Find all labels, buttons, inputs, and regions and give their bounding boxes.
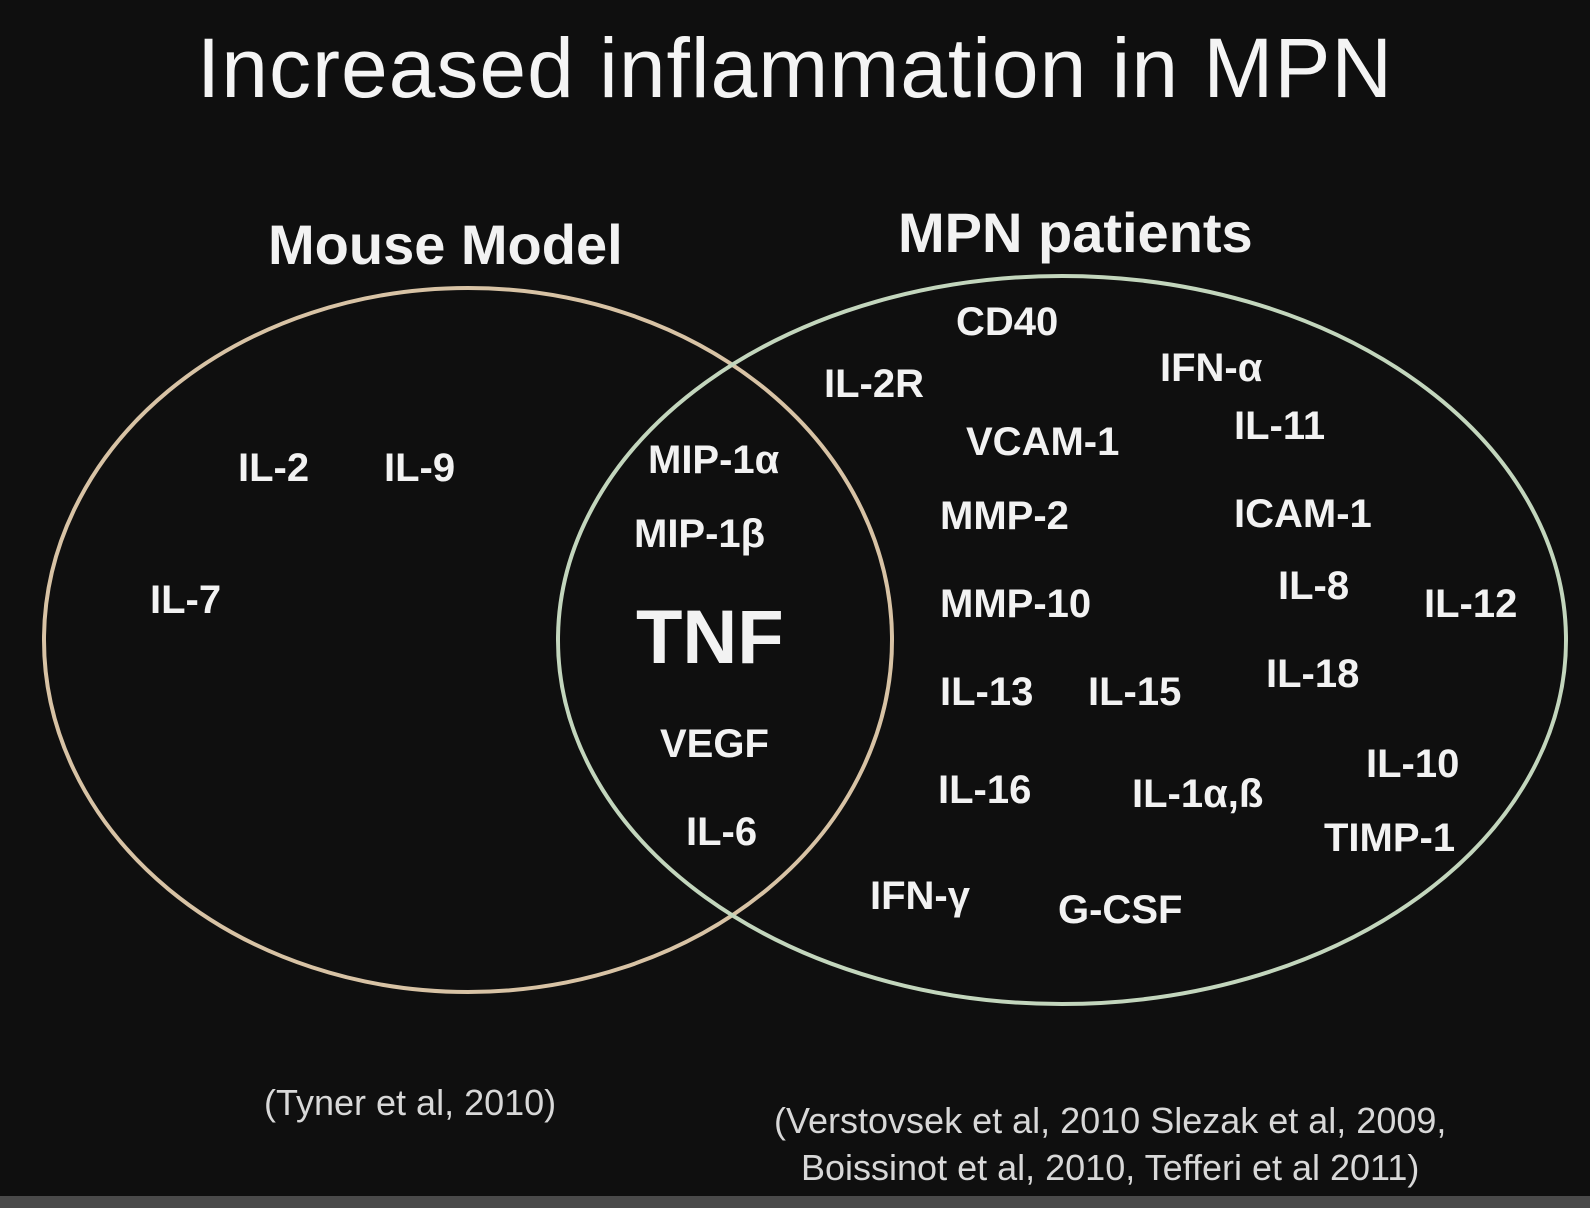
term-ifn-alpha: IFN-α [1160, 346, 1263, 390]
term-il-2r: IL-2R [824, 362, 924, 406]
term-il-12: IL-12 [1424, 582, 1518, 626]
term-il-15: IL-15 [1088, 670, 1182, 714]
term-g-csf: G-CSF [1058, 888, 1183, 932]
term-il-13: IL-13 [940, 670, 1034, 714]
term-icam-1: ICAM-1 [1234, 492, 1372, 536]
citation-patients-line-1: (Verstovsek et al, 2010 Slezak et al, 20… [774, 1100, 1447, 1141]
citation-patients-line-2: Boissinot et al, 2010, Tefferi et al 201… [801, 1146, 1420, 1188]
term-il-1a-b: IL-1α,ß [1132, 772, 1264, 816]
term-vegf: VEGF [660, 722, 769, 766]
bottom-bar [0, 1196, 1590, 1208]
term-mmp-2: MMP-2 [940, 494, 1069, 538]
term-il-16: IL-16 [938, 768, 1032, 812]
term-mmp-10: MMP-10 [940, 582, 1092, 626]
mouse-model-circle [42, 286, 894, 994]
term-vcam-1: VCAM-1 [966, 420, 1120, 464]
term-il-10: IL-10 [1366, 742, 1460, 786]
mouse-model-label: Mouse Model [268, 213, 623, 276]
term-il-8: IL-8 [1278, 564, 1350, 608]
term-ifn-gamma: IFN-γ [870, 874, 970, 918]
term-il-2: IL-2 [238, 446, 310, 490]
term-il-18: IL-18 [1266, 652, 1360, 696]
term-cd40: CD40 [956, 300, 1059, 344]
term-il-7: IL-7 [150, 578, 222, 622]
term-il-6: IL-6 [686, 810, 758, 854]
mpn-patients-label: MPN patients [898, 201, 1253, 264]
term-tnf: TNF [636, 595, 784, 680]
term-il-9: IL-9 [384, 446, 456, 490]
term-mip-1a: MIP-1α [648, 438, 780, 482]
mpn-patients-circle [556, 274, 1568, 1006]
citation-mouse: (Tyner et al, 2010) [264, 1082, 557, 1123]
citation-patients: (Verstovsek et al, 2010 Slezak et al, 20… [774, 1098, 1446, 1192]
term-timp-1: TIMP-1 [1324, 816, 1456, 860]
term-mip-1b: MIP-1β [634, 512, 766, 556]
term-il-11: IL-11 [1234, 404, 1326, 448]
slide-title: Increased inflammation in MPN [196, 21, 1394, 115]
